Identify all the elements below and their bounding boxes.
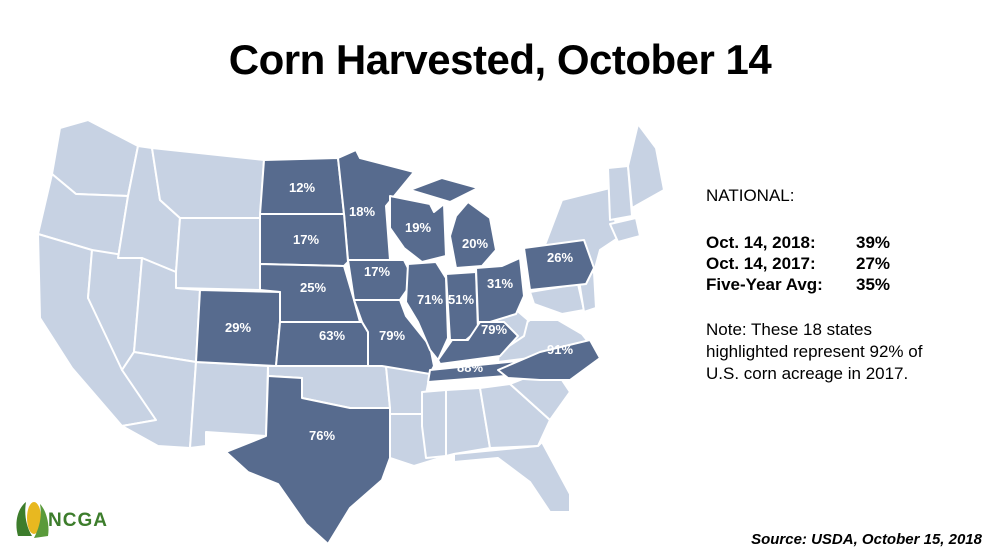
label-kansas: 63% [319, 328, 345, 343]
state-kentucky [437, 321, 519, 365]
stat-label: Oct. 14, 2017: [706, 254, 816, 273]
stat-label: Five-Year Avg: [706, 275, 823, 294]
stat-value: 27% [856, 254, 891, 273]
national-label: NATIONAL: [706, 186, 795, 205]
state-alabama [445, 387, 491, 457]
state-new-mexico [189, 361, 269, 449]
label-colorado: 29% [225, 320, 251, 335]
ncga-logo: NCGA [12, 496, 132, 544]
label-michigan: 20% [462, 236, 488, 251]
state-labels: 12% 18% 19% 20% 26% 17% 17% 25% 29% 63% … [225, 180, 573, 443]
state-florida [453, 441, 571, 513]
state-michigan-upper [409, 177, 479, 203]
corn-icon [16, 502, 49, 538]
state-wyoming [175, 217, 261, 291]
page-title: Corn Harvested, October 14 [228, 36, 772, 83]
us-map: 12% 18% 19% 20% 26% 17% 17% 25% 29% 63% … [37, 119, 665, 545]
stat-value: 39% [856, 233, 891, 252]
label-nebraska: 25% [300, 280, 326, 295]
state-new-england-south [609, 217, 641, 243]
stat-label: Oct. 14, 2018: [706, 233, 816, 252]
label-north-dakota: 12% [289, 180, 315, 195]
label-indiana: 51% [448, 292, 474, 307]
state-maine [627, 123, 665, 209]
label-pennsylvania: 26% [547, 250, 573, 265]
state-south-dakota [259, 213, 349, 267]
stat-row-five-year: Five-Year Avg: 35% [706, 274, 996, 295]
state-montana [151, 147, 265, 219]
label-missouri: 79% [379, 328, 405, 343]
state-wisconsin [389, 195, 447, 263]
label-texas: 76% [309, 428, 335, 443]
label-iowa: 17% [364, 264, 390, 279]
other-states [37, 119, 665, 513]
source-citation: Source: USDA, October 15, 2018 [751, 531, 982, 548]
label-tennessee: 88% [457, 360, 483, 375]
highlighted-states [195, 149, 601, 545]
label-minnesota: 18% [349, 204, 375, 219]
national-panel: NATIONAL: Oct. 14, 2018: 39% Oct. 14, 20… [706, 186, 996, 385]
stat-row-2018: Oct. 14, 2018: 39% [706, 232, 996, 253]
state-mississippi [421, 389, 447, 459]
state-texas [225, 375, 391, 545]
stat-value: 35% [856, 275, 891, 294]
state-georgia [479, 383, 551, 449]
label-north-carolina: 91% [547, 342, 573, 357]
logo-text: NCGA [48, 510, 108, 531]
label-south-dakota: 17% [293, 232, 319, 247]
stat-row-2017: Oct. 14, 2017: 27% [706, 253, 996, 274]
label-wisconsin: 19% [405, 220, 431, 235]
state-pennsylvania [523, 239, 595, 291]
state-north-carolina [497, 339, 601, 381]
state-michigan-lower [449, 201, 497, 269]
state-vermont-nh [607, 165, 633, 221]
label-ohio: 31% [487, 276, 513, 291]
acreage-note: Note: These 18 states highlighted repres… [706, 320, 923, 383]
label-illinois: 71% [417, 292, 443, 307]
label-kentucky: 79% [481, 322, 507, 337]
